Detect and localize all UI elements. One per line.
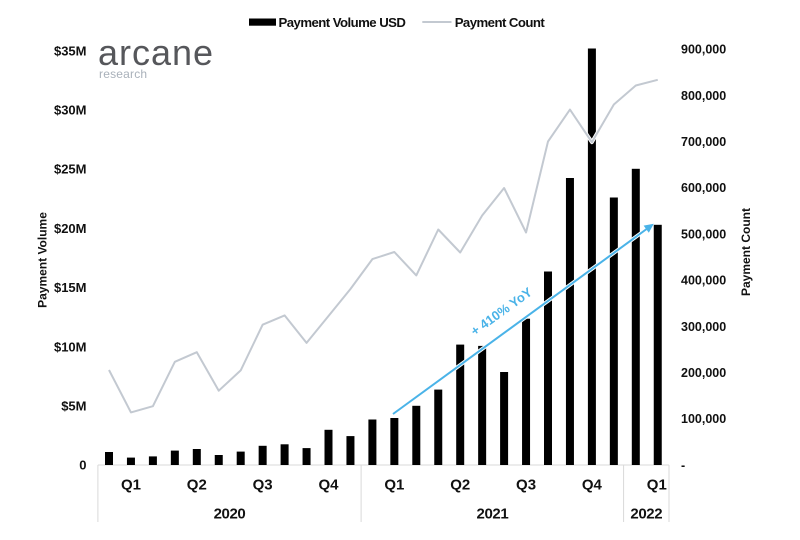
svg-text:Q2: Q2 bbox=[187, 477, 207, 494]
svg-text:Q2: Q2 bbox=[450, 477, 470, 494]
svg-text:800,000: 800,000 bbox=[681, 89, 726, 103]
svg-text:2022: 2022 bbox=[630, 505, 662, 522]
svg-text:research: research bbox=[99, 67, 147, 81]
svg-text:500,000: 500,000 bbox=[681, 227, 726, 241]
svg-text:Q4: Q4 bbox=[318, 477, 339, 494]
svg-text:Q1: Q1 bbox=[647, 477, 667, 494]
svg-text:Payment Volume USD: Payment Volume USD bbox=[279, 15, 406, 30]
svg-text:Payment Volume: Payment Volume bbox=[36, 212, 50, 308]
svg-text:Q1: Q1 bbox=[384, 477, 404, 494]
svg-text:400,000: 400,000 bbox=[681, 274, 726, 288]
svg-text:Q3: Q3 bbox=[253, 477, 273, 494]
svg-text:arcane: arcane bbox=[98, 32, 214, 73]
svg-text:2021: 2021 bbox=[477, 505, 509, 522]
svg-text:Payment Count: Payment Count bbox=[455, 15, 546, 30]
svg-text:$20M: $20M bbox=[54, 221, 87, 236]
svg-text:$5M: $5M bbox=[61, 399, 86, 414]
svg-text:-: - bbox=[681, 458, 685, 472]
svg-text:Q4: Q4 bbox=[582, 477, 603, 494]
svg-text:300,000: 300,000 bbox=[681, 320, 726, 334]
svg-text:0: 0 bbox=[79, 458, 86, 473]
svg-text:100,000: 100,000 bbox=[681, 412, 726, 426]
svg-text:200,000: 200,000 bbox=[681, 366, 726, 380]
svg-text:Payment Count: Payment Count bbox=[739, 208, 753, 296]
svg-text:2020: 2020 bbox=[214, 505, 246, 522]
svg-text:Q3: Q3 bbox=[516, 477, 536, 494]
svg-text:$10M: $10M bbox=[54, 339, 87, 354]
svg-text:$25M: $25M bbox=[54, 162, 87, 177]
svg-text:$35M: $35M bbox=[54, 43, 87, 58]
svg-text:$30M: $30M bbox=[54, 103, 87, 118]
svg-text:700,000: 700,000 bbox=[681, 135, 726, 149]
svg-text:$15M: $15M bbox=[54, 280, 87, 295]
svg-text:900,000: 900,000 bbox=[681, 43, 726, 57]
svg-text:600,000: 600,000 bbox=[681, 181, 726, 195]
svg-text:Q1: Q1 bbox=[121, 477, 141, 494]
